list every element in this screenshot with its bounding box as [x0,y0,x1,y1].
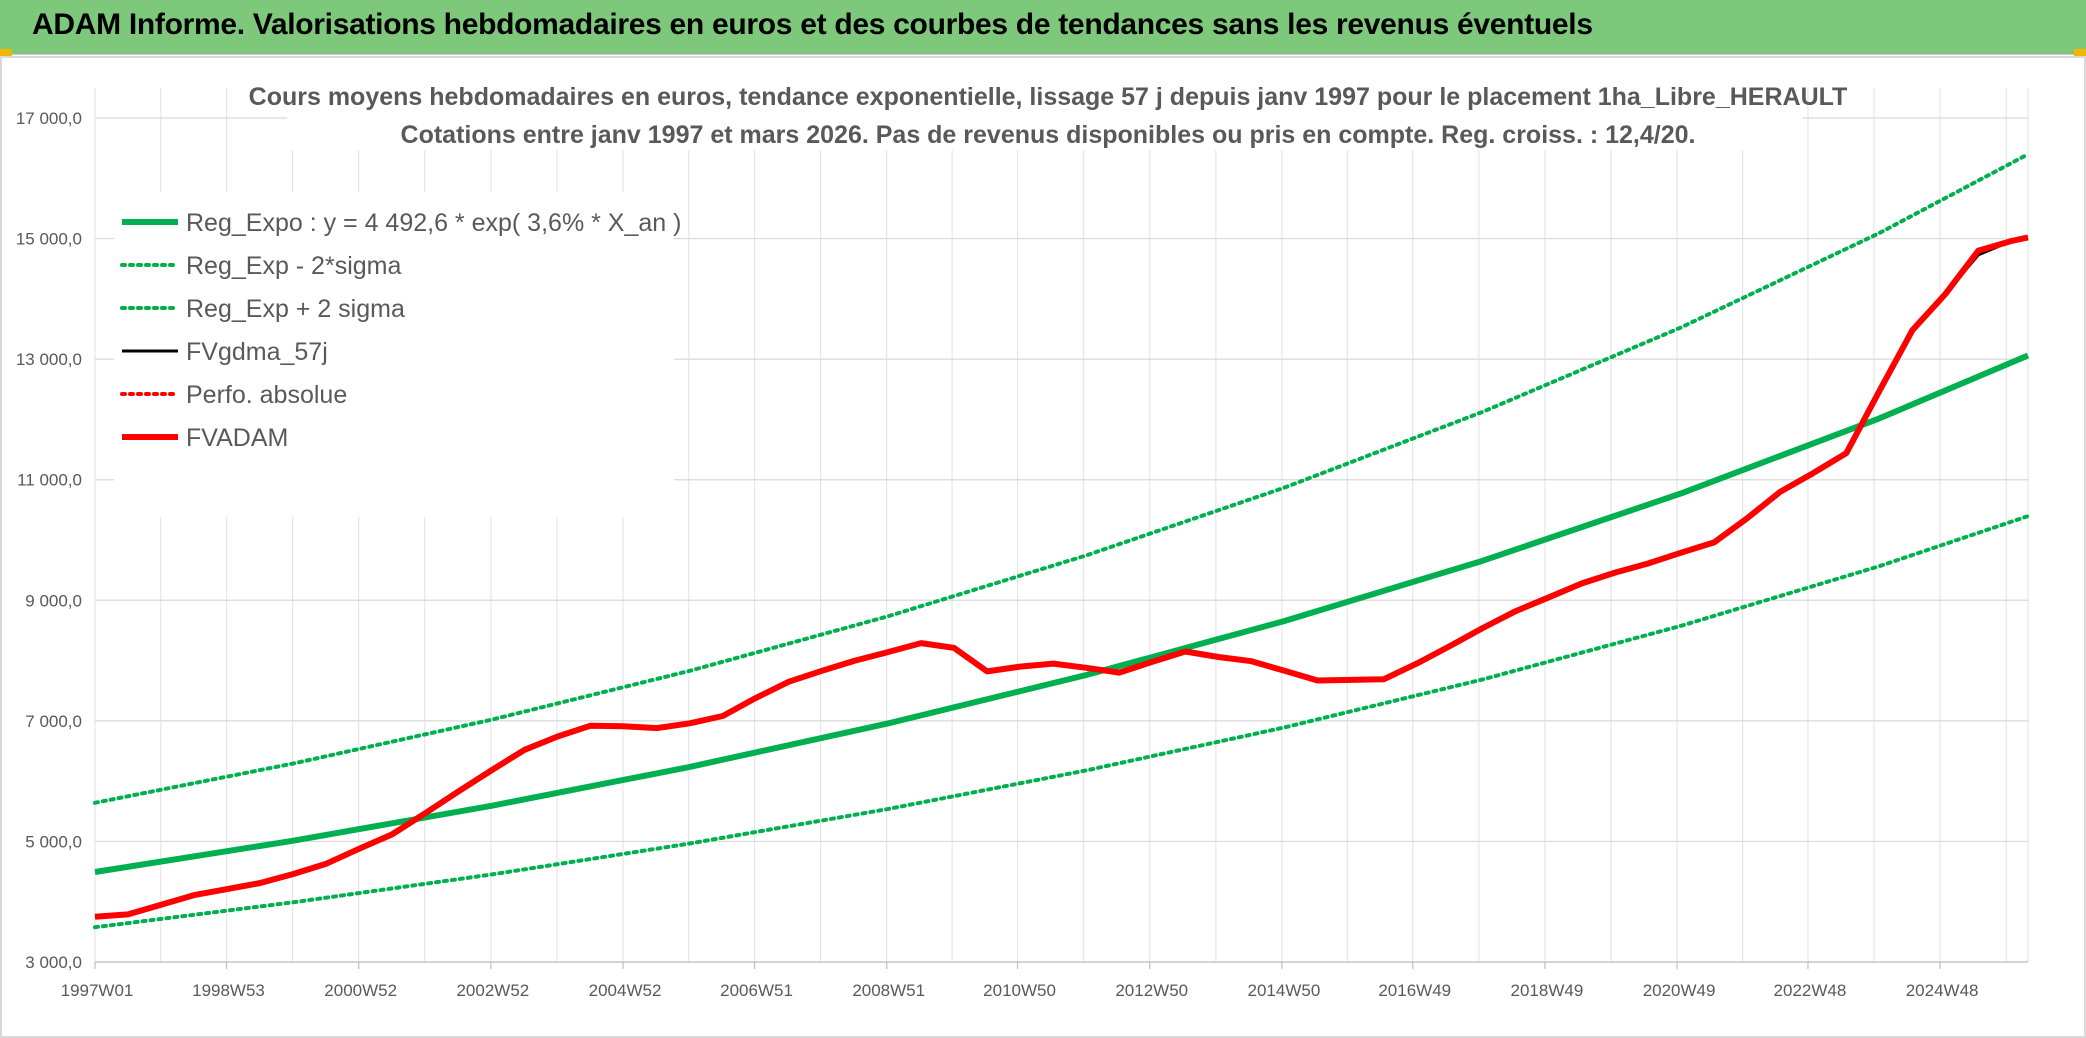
chart-area: Cours moyens hebdomadaires en euros, ten… [0,56,2086,1038]
y-tick-label: 11 000,0 [17,471,82,490]
x-tick-label: 2002W52 [456,981,529,1000]
x-tick-label: 2016W49 [1378,981,1451,1000]
series-line-reg-exp-2-sigma [93,152,2030,805]
x-tick-label: 2024W48 [1906,981,1979,1000]
x-tick-label: 2006W51 [720,981,793,1000]
y-tick-label: 5 000,0 [25,832,82,851]
report-title: ADAM Informe. Valorisations hebdomadaire… [32,8,1593,41]
legend-box [114,192,674,517]
x-tick-label: 2010W50 [983,981,1056,1000]
y-tick-label: 13 000,0 [16,350,82,369]
legend-label: FVADAM [186,424,288,452]
x-tick-label: 2012W50 [1115,981,1188,1000]
x-tick-label: 2018W49 [1511,981,1584,1000]
legend-label: Reg_Exp - 2*sigma [186,252,401,280]
x-tick-label: 2022W48 [1774,981,1847,1000]
series-line-reg-exp-2-sigma [93,514,2030,930]
y-tick-label: 9 000,0 [25,591,82,610]
legend-label: Reg_Exp + 2 sigma [186,295,405,323]
legend-label: Perfo. absolue [186,381,347,409]
y-tick-label: 15 000,0 [16,230,82,249]
line-chart: Cours moyens hebdomadaires en euros, ten… [16,72,2030,1000]
corner-marker-left [0,49,12,56]
series-line-reg-expo-y-4-492-6-exp-3-6-x-an [94,352,2030,875]
x-tick-label: 2000W52 [324,981,397,1000]
chart-title-line: Cotations entre janv 1997 et mars 2026. … [401,121,1696,149]
legend-label: Reg_Expo : y = 4 492,6 * exp( 3,6% * X_a… [186,209,681,237]
report-banner: ADAM Informe. Valorisations hebdomadaire… [0,0,2086,55]
x-tick-label: 1998W53 [192,981,265,1000]
series-line-fvadam [94,234,2029,920]
x-tick-label: 2020W49 [1643,981,1716,1000]
chart-title-backing [287,72,1802,150]
legend-label: FVgdma_57j [186,338,328,366]
corner-marker-right [2074,49,2086,56]
y-tick-label: 17 000,0 [16,109,82,128]
x-tick-label: 2008W51 [852,981,925,1000]
y-tick-label: 7 000,0 [25,712,82,731]
x-tick-label: 1997W01 [61,981,134,1000]
y-tick-label: 3 000,0 [25,953,82,972]
x-tick-label: 2014W50 [1248,981,1321,1000]
x-tick-label: 2004W52 [589,981,662,1000]
chart-title-line: Cours moyens hebdomadaires en euros, ten… [249,83,1848,111]
